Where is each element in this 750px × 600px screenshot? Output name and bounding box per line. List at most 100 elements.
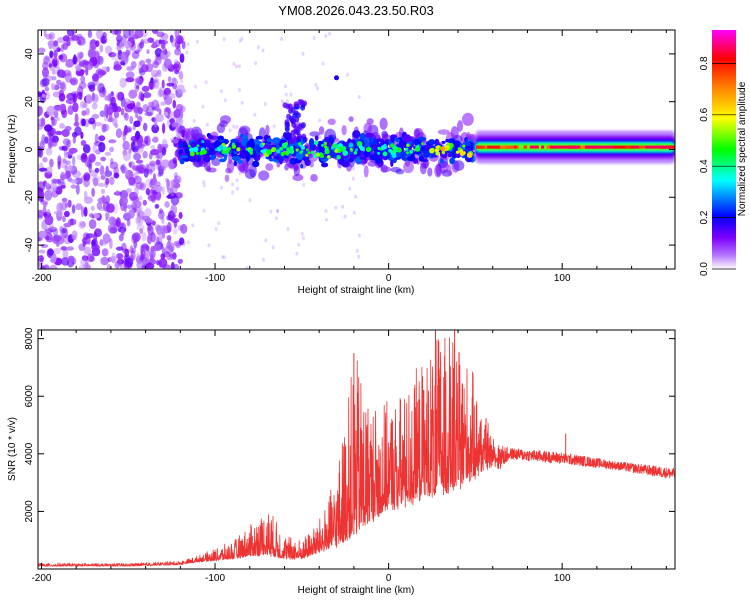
spectrogram-cell bbox=[144, 208, 152, 217]
spectrogram-cell bbox=[124, 40, 132, 49]
spectrogram-cell bbox=[305, 153, 309, 157]
spectrogram-cell bbox=[276, 209, 280, 213]
spectrogram-cell bbox=[286, 227, 290, 232]
spectrogram-cell bbox=[155, 103, 160, 112]
spectrogram-cell bbox=[152, 41, 157, 48]
spectrogram-cell bbox=[98, 196, 107, 205]
spectrogram-cell bbox=[342, 142, 346, 147]
spectrogram-cell bbox=[136, 252, 140, 261]
spectrogram-cell bbox=[42, 157, 48, 163]
spectrogram-cell bbox=[81, 118, 86, 127]
spectrogram-cell bbox=[300, 231, 304, 236]
spectrogram-cell bbox=[226, 159, 235, 174]
colorbar-tick-label: 0.4 bbox=[699, 159, 710, 173]
spectrogram-cell bbox=[70, 184, 77, 189]
spectrogram-cell bbox=[45, 147, 53, 156]
spectrogram-cell bbox=[66, 139, 71, 148]
spectrogram-cell bbox=[100, 175, 106, 180]
spectrogram-cell bbox=[218, 145, 224, 150]
spectrogram-cell bbox=[150, 79, 158, 84]
spectrogram-cell bbox=[157, 143, 163, 154]
spectrogram-cell bbox=[99, 44, 104, 53]
spectrogram-cell bbox=[231, 144, 237, 149]
spectrogram-cell bbox=[62, 248, 69, 260]
spectrogram-cell bbox=[188, 155, 198, 162]
spectrogram-cell bbox=[359, 156, 366, 160]
spectrogram-cell bbox=[591, 145, 604, 149]
spectrogram-cell bbox=[167, 210, 175, 221]
spectrogram-cell bbox=[60, 44, 64, 53]
spectrogram-cell bbox=[302, 182, 306, 187]
spectrogram-cell bbox=[42, 67, 49, 78]
colorbar-tick-label: 0.0 bbox=[699, 262, 710, 276]
spectrogram-cell bbox=[637, 145, 650, 149]
spectrogram-cell bbox=[128, 208, 135, 219]
spectrogram-cell bbox=[44, 86, 50, 92]
spectrogram-cell bbox=[334, 148, 339, 153]
spectrogram-cell bbox=[91, 102, 98, 110]
spectrogram-cell bbox=[178, 103, 182, 108]
spectrogram-cell bbox=[529, 145, 539, 149]
spectrogram-cell bbox=[52, 58, 58, 67]
spectrogram-cell bbox=[328, 152, 338, 158]
spectrogram-cell bbox=[293, 146, 297, 155]
spectrogram-cell bbox=[147, 234, 152, 245]
spectrogram-cell bbox=[90, 205, 95, 211]
spectrogram-cell bbox=[87, 236, 91, 245]
spectrogram-cell bbox=[86, 253, 95, 263]
spectrogram-cell bbox=[171, 179, 177, 188]
spectrogram-cell bbox=[88, 153, 96, 163]
spectrogram-cell bbox=[316, 86, 319, 91]
spectrogram-cell bbox=[421, 142, 424, 145]
spectrogram-cell bbox=[179, 53, 185, 63]
spectrogram-cell bbox=[133, 120, 141, 128]
spectrogram-cell bbox=[357, 95, 361, 99]
spectrogram-cell bbox=[38, 47, 46, 54]
spectrogram-cell bbox=[46, 105, 56, 116]
spectrogram-cell bbox=[49, 50, 54, 59]
spectrogram-cell bbox=[174, 39, 181, 50]
spectrogram-cell bbox=[114, 30, 122, 36]
spectrogram-cell bbox=[261, 48, 265, 53]
spectrogram-cell bbox=[58, 181, 66, 188]
spectrogram-cell bbox=[653, 145, 665, 149]
spectrogram-cell bbox=[290, 117, 296, 124]
spectrogram-cell bbox=[44, 189, 53, 201]
spectrogram-cell bbox=[235, 186, 239, 191]
spectrogram-cell bbox=[83, 246, 92, 255]
spectrogram-cell bbox=[391, 153, 397, 158]
spectrogram-cell bbox=[136, 224, 145, 231]
spectrogram-cell bbox=[69, 77, 78, 86]
spectrogram-cell bbox=[119, 77, 127, 88]
spectrogram-cell bbox=[159, 151, 163, 162]
spectrogram-cell bbox=[162, 47, 168, 55]
spectrogram-cell bbox=[175, 192, 184, 199]
spectrogram-cell bbox=[66, 30, 75, 37]
spectrogram-cell bbox=[40, 117, 46, 127]
spectrogram-cell bbox=[437, 157, 449, 169]
spectrogram-cell bbox=[173, 63, 180, 70]
spectrogram-cell bbox=[238, 64, 241, 69]
spectrogram-cell bbox=[181, 40, 186, 50]
spectrogram-cell bbox=[98, 142, 106, 153]
spectrogram-cell bbox=[307, 151, 311, 155]
spectrogram-cell bbox=[115, 190, 119, 196]
spectrogram-xtick-label: -200 bbox=[31, 273, 51, 284]
spectrogram-cell bbox=[146, 49, 150, 54]
spectrogram-cell bbox=[134, 81, 140, 93]
spectrogram-cell bbox=[302, 236, 305, 241]
spectrogram-cell bbox=[116, 253, 124, 260]
spectrogram-cell bbox=[74, 126, 82, 136]
spectrogram-cell bbox=[375, 138, 385, 143]
spectrogram-cell bbox=[51, 57, 60, 68]
spectrogram-cell bbox=[65, 160, 71, 166]
spectrogram-cell bbox=[47, 40, 56, 48]
spectrogram-cell bbox=[112, 116, 118, 127]
spectrogram-cell bbox=[295, 251, 299, 256]
spectrogram-cell bbox=[478, 145, 484, 149]
spectrogram-cell bbox=[38, 124, 43, 130]
spectrogram-cell bbox=[205, 122, 209, 127]
spectrogram-cell bbox=[61, 108, 68, 119]
spectrogram-cell bbox=[352, 210, 356, 215]
spectrogram-cell bbox=[231, 155, 241, 161]
